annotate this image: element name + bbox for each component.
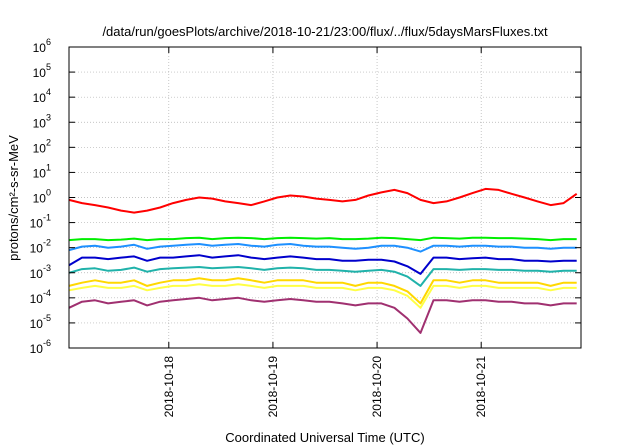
y-tick-exponent: 4 xyxy=(46,87,51,97)
y-tick-label: 10-1 xyxy=(30,213,51,231)
x-axis: 2018-10-18 2018-10-19 2018-10-20 2018-10-21 xyxy=(162,47,488,417)
series-line-4 xyxy=(68,254,577,275)
x-axis-label: Coordinated Universal Time (UTC) xyxy=(225,430,424,445)
series-line-5 xyxy=(68,266,577,287)
series-line-7 xyxy=(68,283,577,309)
y-axis-label: protons/cm²-s-sr-MeV xyxy=(6,135,21,261)
series-line-2 xyxy=(68,236,577,242)
y-tick-exponent: 1 xyxy=(46,162,51,172)
y-tick-label: 10-3 xyxy=(30,263,51,281)
series-line-8 xyxy=(68,296,577,334)
y-tick-exponent: 6 xyxy=(46,37,51,47)
y-tick-exponent: 2 xyxy=(46,137,51,147)
x-tick-label: 2018-10-20 xyxy=(370,356,384,418)
y-tick-exponent: -2 xyxy=(43,238,51,248)
y-tick-exponent: -1 xyxy=(43,213,51,223)
y-tick-exponent: -6 xyxy=(43,338,51,348)
x-tick-label: 2018-10-19 xyxy=(266,356,280,418)
y-tick-label: 10-4 xyxy=(30,288,51,306)
grid xyxy=(69,47,581,348)
y-tick-exponent: -3 xyxy=(43,263,51,273)
y-tick-label: 10-5 xyxy=(30,313,51,331)
y-tick-exponent: 5 xyxy=(46,62,51,72)
series-layer xyxy=(68,187,578,334)
y-tick-exponent: 3 xyxy=(46,112,51,122)
y-tick-label: 105 xyxy=(33,62,51,80)
series-line-6 xyxy=(68,277,577,305)
y-tick-exponent: -5 xyxy=(43,313,51,323)
y-tick-label: 100 xyxy=(33,188,51,206)
x-tick-label: 2018-10-18 xyxy=(162,356,176,418)
y-tick-exponent: -4 xyxy=(43,288,51,298)
y-tick-label: 10-6 xyxy=(30,338,51,356)
y-tick-label: 102 xyxy=(33,137,51,155)
x-tick-label: 2018-10-21 xyxy=(474,356,488,418)
y-tick-label: 103 xyxy=(33,112,51,130)
y-tick-label: 10-2 xyxy=(30,238,51,256)
y-tick-exponent: 0 xyxy=(46,188,51,198)
chart-title: /data/run/goesPlots/archive/2018-10-21/2… xyxy=(102,24,548,39)
y-tick-label: 104 xyxy=(33,87,51,105)
y-tick-label: 106 xyxy=(33,37,51,55)
series-line-1 xyxy=(68,187,578,214)
y-tick-label: 101 xyxy=(33,162,51,180)
series-line-3 xyxy=(68,243,577,253)
